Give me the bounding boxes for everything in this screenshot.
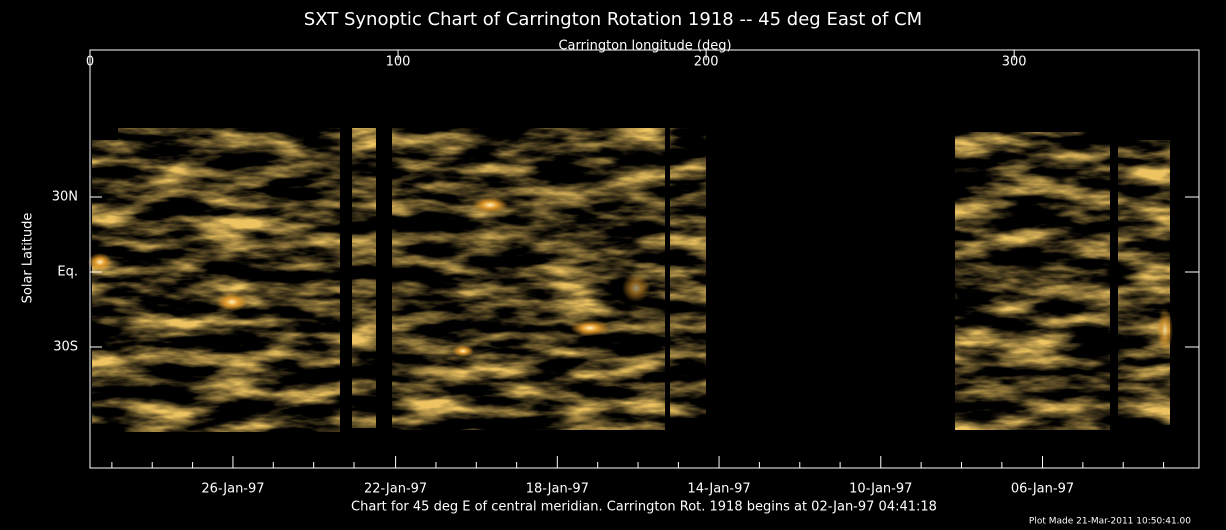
date-tick-label: 06-Jan-97 <box>1011 482 1074 497</box>
y-tick-label: 30N <box>52 190 78 205</box>
x-tick-label: 300 <box>1002 55 1027 70</box>
caption: Chart for 45 deg E of central meridian. … <box>351 500 937 515</box>
plot-frame <box>89 49 1200 469</box>
x-tick-label: 0 <box>86 55 94 70</box>
y-tick-label: Eq. <box>57 265 78 280</box>
y-axis-title: Solar Latitude <box>21 213 36 304</box>
chart-title: SXT Synoptic Chart of Carrington Rotatio… <box>304 9 922 30</box>
date-tick-label: 14-Jan-97 <box>687 482 750 497</box>
map-image <box>88 128 1173 432</box>
date-tick-label: 10-Jan-97 <box>849 482 912 497</box>
date-tick-label: 18-Jan-97 <box>526 482 589 497</box>
x-tick-label: 200 <box>694 55 719 70</box>
date-tick-label: 26-Jan-97 <box>201 482 264 497</box>
date-tick-label: 22-Jan-97 <box>364 482 427 497</box>
x-tick-label: 100 <box>386 55 411 70</box>
x-axis-title: Carrington longitude (deg) <box>558 39 731 54</box>
footnote: Plot Made 21-Mar-2011 10:50:41.00 <box>1029 517 1191 527</box>
y-tick-label: 30S <box>53 340 78 355</box>
